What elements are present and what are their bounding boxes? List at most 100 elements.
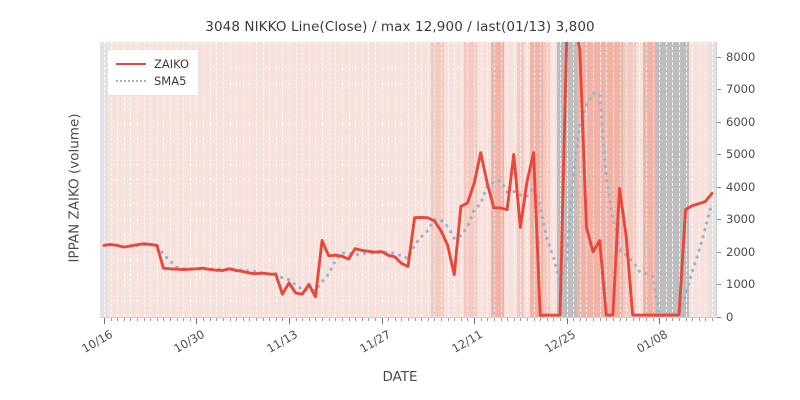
background-band (688, 42, 709, 317)
gridline-vertical (269, 42, 271, 317)
x-tick-mark-minor (229, 318, 231, 321)
legend-item-sma5: SMA5 (116, 72, 189, 89)
background-band (431, 42, 445, 317)
gridline-vertical (249, 42, 251, 317)
gridline-vertical (110, 42, 112, 317)
x-tick-mark-minor (639, 318, 641, 321)
x-tick-label: 10/30 (171, 327, 208, 356)
y-axis-title: IPPAN ZAIKO (volume) (66, 113, 83, 263)
plot-area (100, 42, 716, 317)
gridline-vertical (156, 42, 158, 317)
gridline-vertical (520, 42, 522, 317)
x-tick-mark-minor (626, 318, 628, 321)
gridline-vertical (216, 42, 218, 317)
gridline-vertical (242, 42, 244, 317)
background-band (490, 42, 504, 317)
x-tick-mark-minor (606, 318, 608, 321)
x-tick-mark-minor (692, 318, 694, 321)
y-tick-mark (717, 284, 721, 286)
gridline-vertical (295, 42, 297, 317)
x-tick-mark-minor (540, 318, 542, 321)
x-tick-mark-minor (302, 318, 304, 321)
y-tick-mark (717, 219, 721, 221)
x-tick-mark-minor (612, 318, 614, 321)
x-tick-mark-minor (401, 318, 403, 321)
background-band (636, 42, 643, 317)
x-tick-mark-minor (361, 318, 363, 321)
x-tick-mark-minor (216, 318, 218, 321)
gridline-vertical (652, 42, 654, 317)
x-tick-mark-minor (236, 318, 238, 321)
gridline-vertical (513, 42, 515, 317)
x-tick-mark-minor (123, 318, 125, 321)
x-tick-mark-minor (698, 318, 700, 321)
gridline-vertical (222, 42, 224, 317)
x-tick-mark-minor (712, 318, 714, 321)
background-band (543, 42, 551, 317)
background-band (477, 42, 491, 317)
gridline-vertical (335, 42, 337, 317)
gridline-vertical (302, 42, 304, 317)
x-tick-label: 11/27 (356, 327, 393, 356)
x-tick-mark-minor (467, 318, 469, 321)
gridline-vertical (493, 42, 495, 317)
gridline-vertical (619, 42, 621, 317)
x-tick-mark-minor (163, 318, 165, 321)
x-tick-mark-minor (546, 318, 548, 321)
x-tick-mark-minor (183, 318, 185, 321)
gridline-vertical (586, 42, 588, 317)
legend-item-zaiko: ZAIKO (116, 55, 189, 72)
x-tick-mark-minor (176, 318, 178, 321)
x-tick-mark-minor (573, 318, 575, 321)
gridline-vertical (639, 42, 641, 317)
x-tick-mark-minor (394, 318, 396, 321)
x-tick-mark-minor (632, 318, 634, 321)
gridline-vertical (170, 42, 172, 317)
x-tick-mark-minor (460, 318, 462, 321)
x-tick-mark-minor (150, 318, 152, 321)
gridline-vertical (566, 42, 568, 317)
x-tick-mark-minor (203, 318, 205, 321)
gridline-vertical (672, 42, 674, 317)
gridline-vertical (196, 42, 198, 317)
x-tick-mark-major (659, 318, 661, 324)
background-band (655, 42, 689, 317)
y-tick-mark (717, 121, 721, 123)
gridline-vertical (678, 42, 680, 317)
x-tick-mark-minor (599, 318, 601, 321)
x-tick-mark-minor (143, 318, 145, 321)
x-tick-mark-minor (130, 318, 132, 321)
gridline-vertical (408, 42, 409, 317)
gridline-vertical (712, 42, 714, 317)
x-tick-mark-minor (117, 318, 119, 321)
series-layer (102, 42, 714, 317)
background-band (100, 42, 108, 317)
x-tick-mark-minor (242, 318, 244, 321)
y-tick-mark (717, 251, 721, 253)
y-tick-label: 5000 (726, 147, 756, 162)
gridline-vertical (507, 42, 509, 317)
x-tick-mark-minor (322, 318, 324, 321)
x-tick-mark-minor (269, 318, 271, 321)
gridline-vertical (203, 42, 205, 317)
x-tick-mark-minor (500, 318, 502, 321)
x-tick-mark-minor (275, 318, 277, 321)
gridline-vertical (441, 42, 443, 317)
x-tick-mark-minor (308, 318, 310, 321)
x-tick-mark-minor (593, 318, 595, 321)
gridline-vertical (137, 42, 138, 317)
gridline-vertical (553, 42, 555, 317)
y-axis-spine (716, 42, 717, 317)
x-tick-mark-minor (586, 318, 588, 321)
legend-label-zaiko: ZAIKO (154, 56, 190, 71)
gridline-vertical (176, 42, 178, 317)
x-tick-mark-minor (441, 318, 443, 321)
gridline-vertical (401, 42, 403, 317)
gridline-vertical (560, 42, 562, 317)
x-axis-spine (100, 317, 717, 318)
x-tick-mark-minor (579, 318, 581, 321)
x-tick-mark-minor (553, 318, 555, 321)
x-tick-mark-minor (374, 318, 376, 321)
gridline-vertical (500, 42, 502, 317)
